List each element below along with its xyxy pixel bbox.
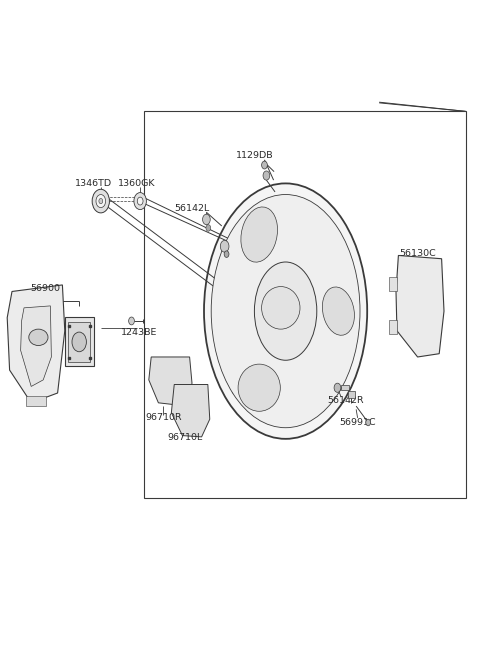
FancyBboxPatch shape bbox=[348, 391, 355, 398]
Circle shape bbox=[220, 240, 229, 252]
Text: H: H bbox=[36, 335, 41, 340]
Circle shape bbox=[263, 171, 270, 180]
Ellipse shape bbox=[241, 207, 277, 262]
Circle shape bbox=[99, 198, 103, 204]
Circle shape bbox=[72, 332, 86, 352]
Text: 1243BE: 1243BE bbox=[121, 328, 157, 337]
Circle shape bbox=[96, 195, 106, 208]
Ellipse shape bbox=[29, 329, 48, 346]
Ellipse shape bbox=[204, 183, 367, 439]
Text: 1346TD: 1346TD bbox=[75, 179, 112, 188]
Circle shape bbox=[137, 197, 143, 205]
Bar bbox=[144, 111, 466, 498]
Ellipse shape bbox=[262, 286, 300, 329]
Circle shape bbox=[224, 251, 229, 257]
Circle shape bbox=[92, 189, 109, 213]
Polygon shape bbox=[21, 306, 51, 386]
Text: 56130C: 56130C bbox=[399, 249, 436, 258]
FancyBboxPatch shape bbox=[389, 320, 397, 334]
Ellipse shape bbox=[254, 262, 317, 360]
Polygon shape bbox=[7, 285, 65, 403]
Text: 96710R: 96710R bbox=[145, 413, 181, 422]
Circle shape bbox=[206, 225, 211, 231]
FancyBboxPatch shape bbox=[65, 318, 94, 367]
Text: 56900: 56900 bbox=[31, 284, 60, 293]
FancyBboxPatch shape bbox=[389, 277, 397, 291]
Circle shape bbox=[262, 161, 267, 169]
Circle shape bbox=[334, 383, 341, 392]
Text: 1360GK: 1360GK bbox=[118, 179, 156, 188]
Polygon shape bbox=[149, 357, 192, 406]
Polygon shape bbox=[171, 384, 210, 437]
Circle shape bbox=[203, 214, 210, 225]
Text: 1129DB: 1129DB bbox=[236, 151, 273, 160]
Circle shape bbox=[134, 193, 146, 210]
FancyBboxPatch shape bbox=[26, 396, 46, 406]
Circle shape bbox=[366, 419, 371, 426]
Text: 56991C: 56991C bbox=[339, 418, 376, 427]
Text: 96710L: 96710L bbox=[167, 433, 203, 442]
Circle shape bbox=[129, 317, 134, 325]
Polygon shape bbox=[396, 255, 444, 357]
FancyBboxPatch shape bbox=[341, 385, 349, 390]
Ellipse shape bbox=[323, 287, 354, 335]
FancyBboxPatch shape bbox=[68, 322, 90, 362]
Ellipse shape bbox=[211, 195, 360, 428]
Text: 56142L: 56142L bbox=[174, 204, 210, 213]
Text: 56142R: 56142R bbox=[327, 396, 364, 405]
Ellipse shape bbox=[238, 364, 280, 411]
